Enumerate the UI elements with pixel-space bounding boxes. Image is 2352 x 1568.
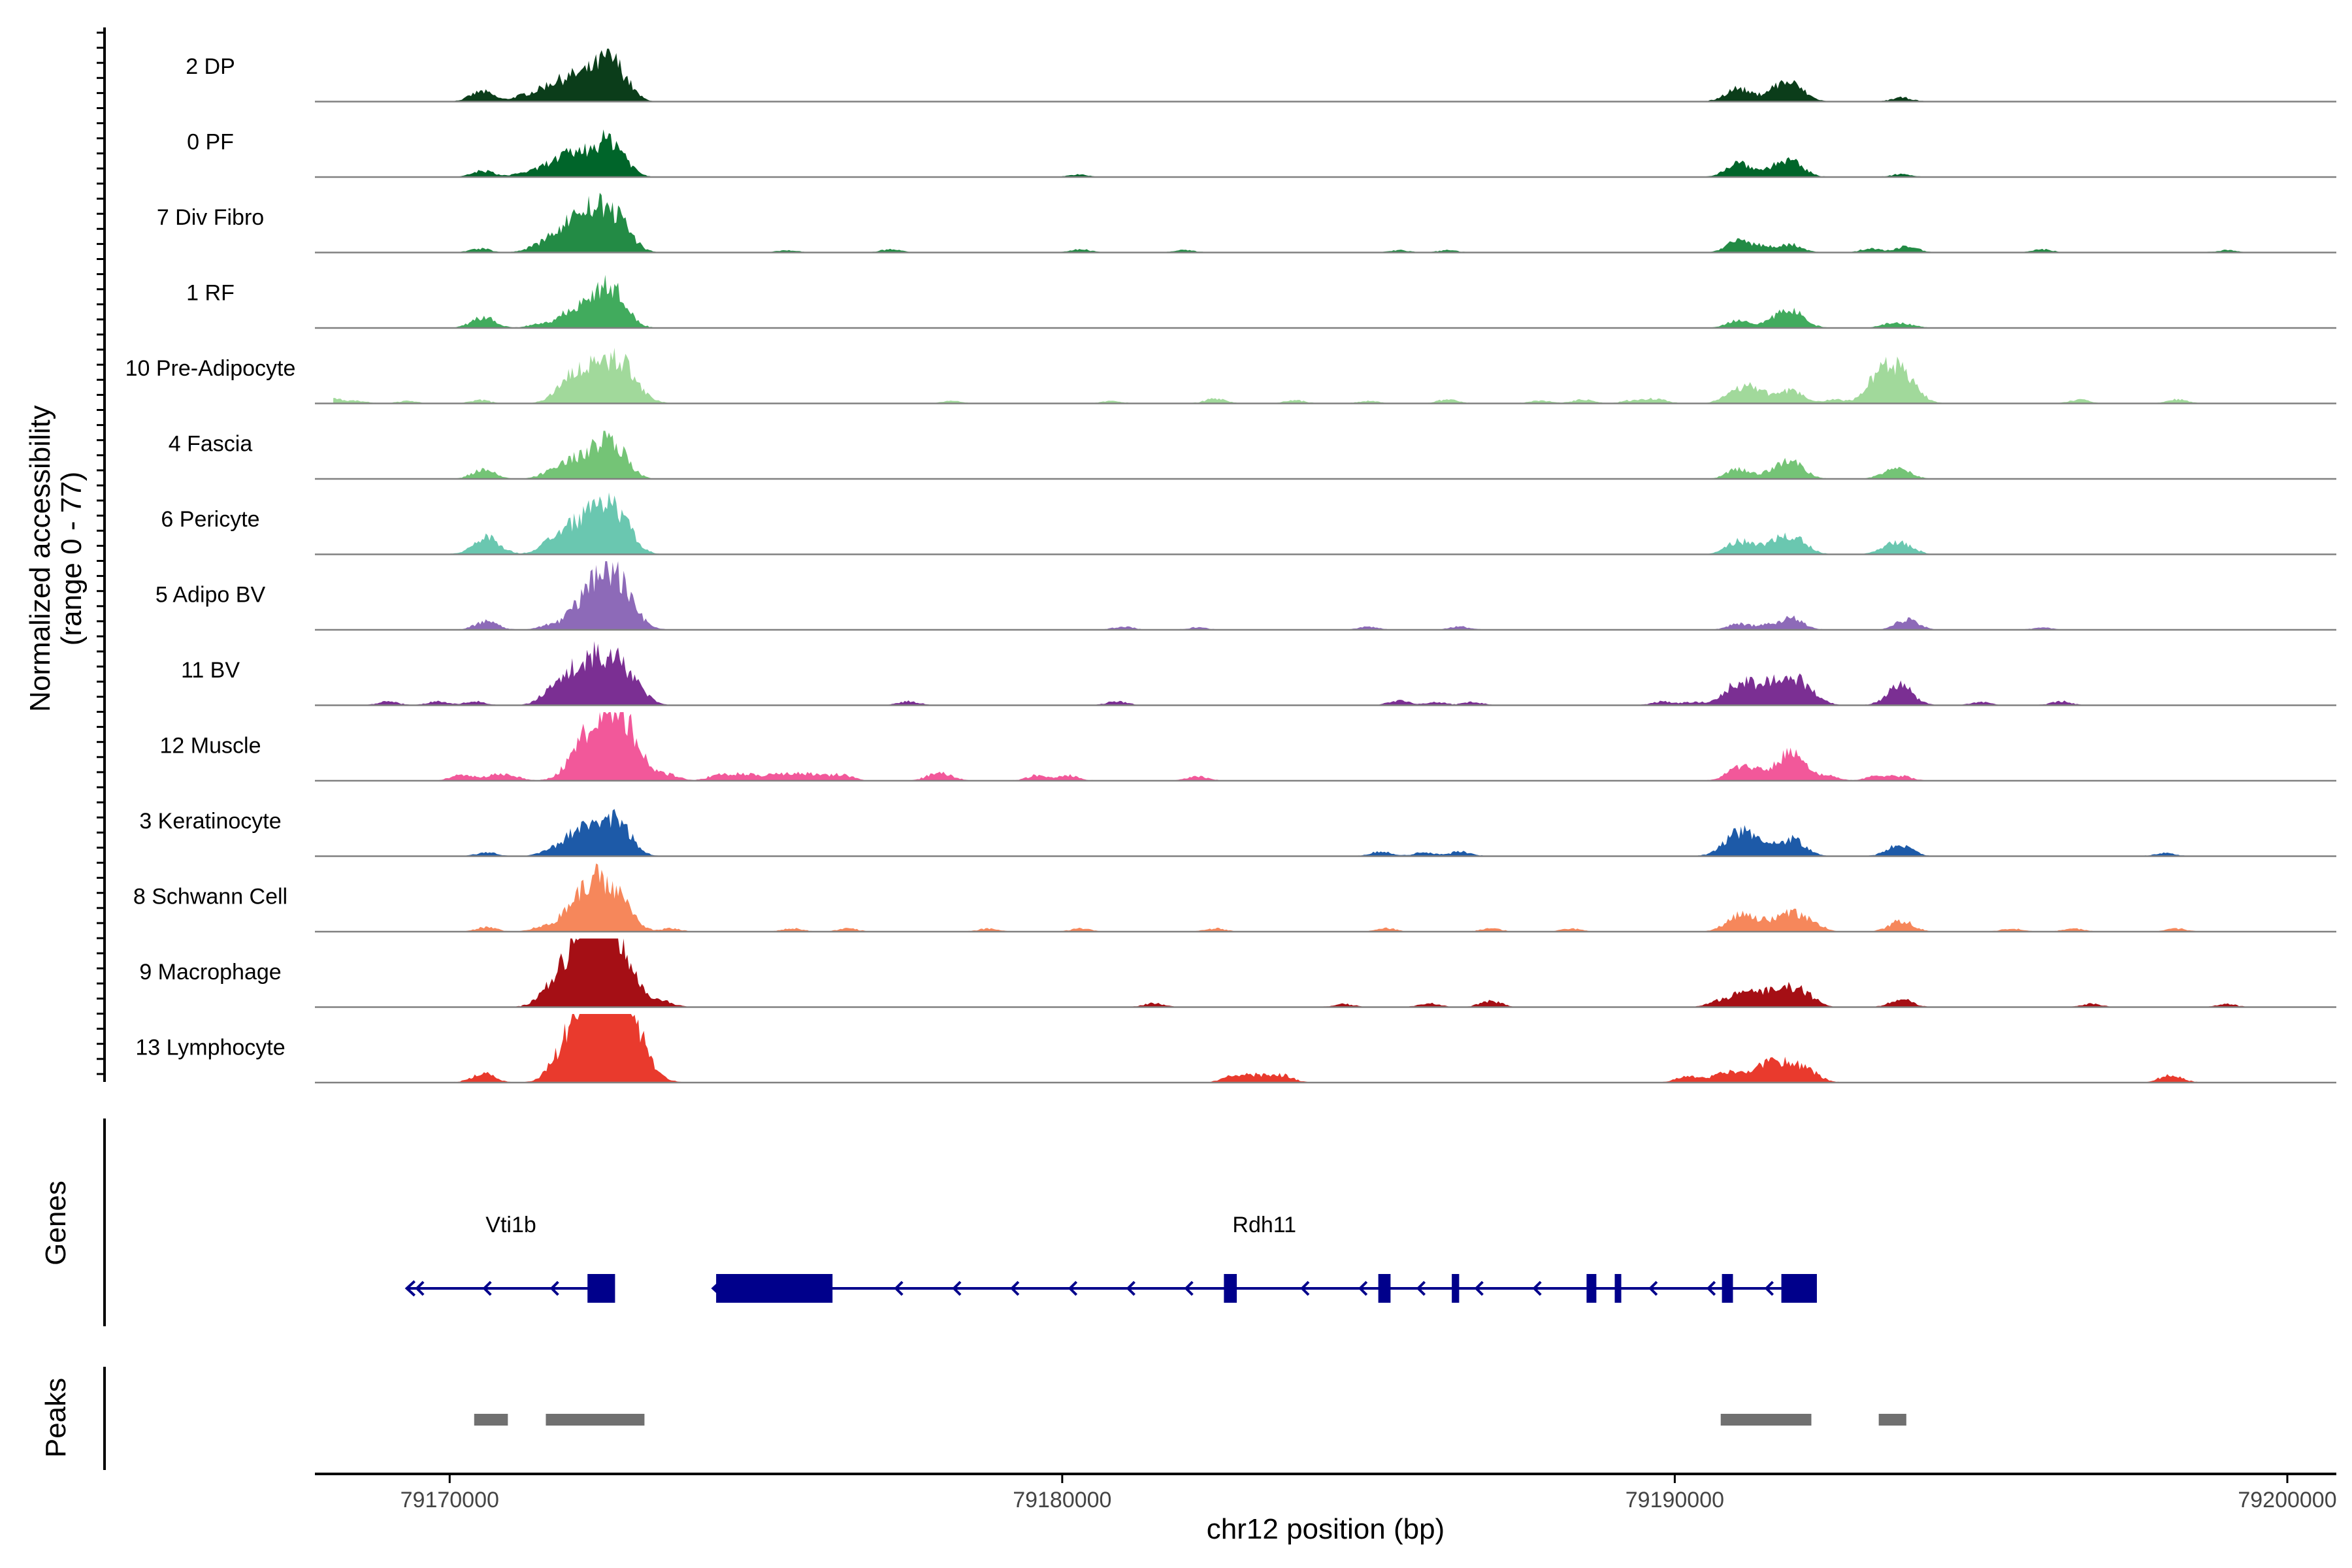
- y-axis-label-line1: Normalized accessibility: [24, 405, 56, 711]
- x-tick-label: 79190000: [1625, 1488, 1724, 1512]
- exon: [1378, 1274, 1391, 1303]
- exon: [587, 1274, 615, 1303]
- strand-arrow: [1358, 1281, 1368, 1296]
- track: 0 PF: [187, 129, 2336, 178]
- track-label: 6 Pericyte: [161, 507, 259, 532]
- coverage-area: [333, 431, 2318, 479]
- gene-name: Rdh11: [1232, 1213, 1296, 1237]
- peak-region: [546, 1414, 645, 1426]
- strand-arrow: [1474, 1281, 1484, 1296]
- strand-arrow: [1706, 1281, 1716, 1296]
- track-label: 3 Keratinocyte: [139, 809, 281, 834]
- track: 10 Pre-Adipocyte: [125, 348, 2336, 404]
- strand-arrow: [1416, 1281, 1426, 1296]
- track: 11 BV: [181, 641, 2336, 706]
- track-label: 9 Macrophage: [139, 960, 281, 985]
- track: 12 Muscle: [160, 712, 2336, 782]
- coverage-area: [333, 641, 2318, 706]
- track-label: 11 BV: [181, 658, 240, 683]
- exon: [716, 1274, 833, 1303]
- track-label: 10 Pre-Adipocyte: [125, 356, 296, 381]
- peak-region: [1720, 1414, 1812, 1426]
- strand-arrow: [404, 1280, 416, 1297]
- track: 7 Div Fibro: [157, 193, 2336, 253]
- gene-annotations: Vti1b Rdh11: [404, 1213, 1817, 1303]
- peak-regions: [474, 1414, 1906, 1426]
- track-label: 2 DP: [186, 54, 235, 79]
- gene-vti1b: Vti1b: [404, 1213, 615, 1303]
- strand-arrow: [482, 1281, 492, 1296]
- gene-name: Vti1b: [485, 1213, 536, 1237]
- x-tick-label: 79180000: [1013, 1488, 1111, 1512]
- strand-arrow: [1532, 1281, 1542, 1296]
- track: 2 DP: [186, 48, 2336, 103]
- coverage-area: [333, 274, 2318, 328]
- coverage-area: [333, 492, 2318, 555]
- track: 1 RF: [186, 274, 2336, 329]
- coverage-area: [333, 938, 2318, 1007]
- exon: [1224, 1274, 1237, 1303]
- coverage-area: [333, 809, 2318, 857]
- track-label: 7 Div Fibro: [157, 205, 264, 230]
- x-axis-label: chr12 position (bp): [1207, 1513, 1445, 1545]
- strand-arrow: [1648, 1281, 1658, 1296]
- track: 4 Fascia: [169, 431, 2336, 480]
- coverage-area: [333, 863, 2318, 932]
- strand-arrow: [549, 1281, 559, 1296]
- track: 3 Keratinocyte: [139, 809, 2336, 857]
- exon: [1722, 1274, 1733, 1303]
- coverage-area: [333, 712, 2318, 781]
- track-label: 0 PF: [187, 130, 234, 155]
- x-axis: 79170000 79180000 79190000 79200000: [315, 1473, 2337, 1512]
- y-axis: [97, 27, 106, 1082]
- peak-region: [1878, 1414, 1906, 1426]
- coverage-area: [333, 193, 2318, 253]
- exon: [1586, 1274, 1597, 1303]
- coverage-area: [333, 1014, 2318, 1083]
- genes-panel-label: Genes: [40, 1181, 72, 1266]
- strand-arrow: [894, 1281, 904, 1296]
- strand-arrow: [1184, 1281, 1194, 1296]
- track: 13 Lymphocyte: [135, 1014, 2336, 1084]
- strand-arrow: [415, 1281, 425, 1296]
- track-label: 12 Muscle: [160, 734, 261, 759]
- peak-region: [474, 1414, 508, 1426]
- x-tick-label: 79170000: [400, 1488, 499, 1512]
- exon: [1781, 1274, 1817, 1303]
- track: 9 Macrophage: [139, 938, 2336, 1008]
- exon: [1452, 1274, 1460, 1303]
- track-label: 13 Lymphocyte: [135, 1036, 285, 1060]
- coverage-area: [333, 561, 2318, 630]
- strand-arrow: [1300, 1281, 1310, 1296]
- track: 6 Pericyte: [161, 492, 2336, 555]
- strand-arrow: [952, 1281, 962, 1296]
- track: 8 Schwann Cell: [133, 863, 2336, 933]
- peaks-panel-label: Peaks: [40, 1378, 72, 1458]
- strand-arrow: [1764, 1281, 1774, 1296]
- x-tick-label: 79200000: [2238, 1488, 2336, 1512]
- coverage-area: [333, 129, 2318, 177]
- exon: [1614, 1274, 1622, 1303]
- track-label: 4 Fascia: [169, 432, 253, 457]
- track-label: 8 Schwann Cell: [133, 885, 287, 909]
- coverage-area: [333, 348, 2318, 404]
- track-label: 5 Adipo BV: [155, 583, 266, 608]
- gene-rdh11: Rdh11: [711, 1213, 1817, 1303]
- y-axis-label-line2: (range 0 - 77): [56, 472, 88, 646]
- strand-arrow: [1068, 1281, 1078, 1296]
- coverage-tracks: 2 DP 0 PF 7 Div Fibro 1 RF 10 Pre-Adipocyte 4…: [125, 48, 2336, 1084]
- coverage-area: [333, 48, 2318, 102]
- track-label: 1 RF: [186, 281, 235, 306]
- strand-arrow: [1126, 1281, 1135, 1296]
- strand-arrow: [1010, 1281, 1020, 1296]
- track: 5 Adipo BV: [155, 561, 2336, 631]
